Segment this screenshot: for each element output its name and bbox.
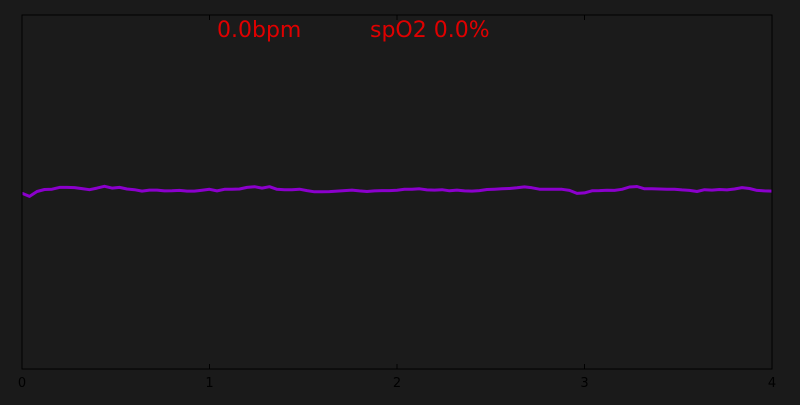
trace-layer	[21, 184, 773, 198]
x-tick-label: 1	[205, 376, 213, 391]
spo2-readout: spO2 0.0%	[370, 18, 490, 43]
x-axis: 0 1 2 3 4	[18, 15, 776, 391]
x-tick-label: 3	[580, 376, 588, 391]
x-tick-label: 0	[18, 376, 26, 391]
ppg-trace-line	[21, 184, 773, 198]
x-tick-label: 2	[393, 376, 401, 391]
x-tick-label: 4	[768, 376, 776, 391]
bpm-readout: 0.0bpm	[217, 18, 301, 43]
plot-area	[22, 15, 772, 369]
